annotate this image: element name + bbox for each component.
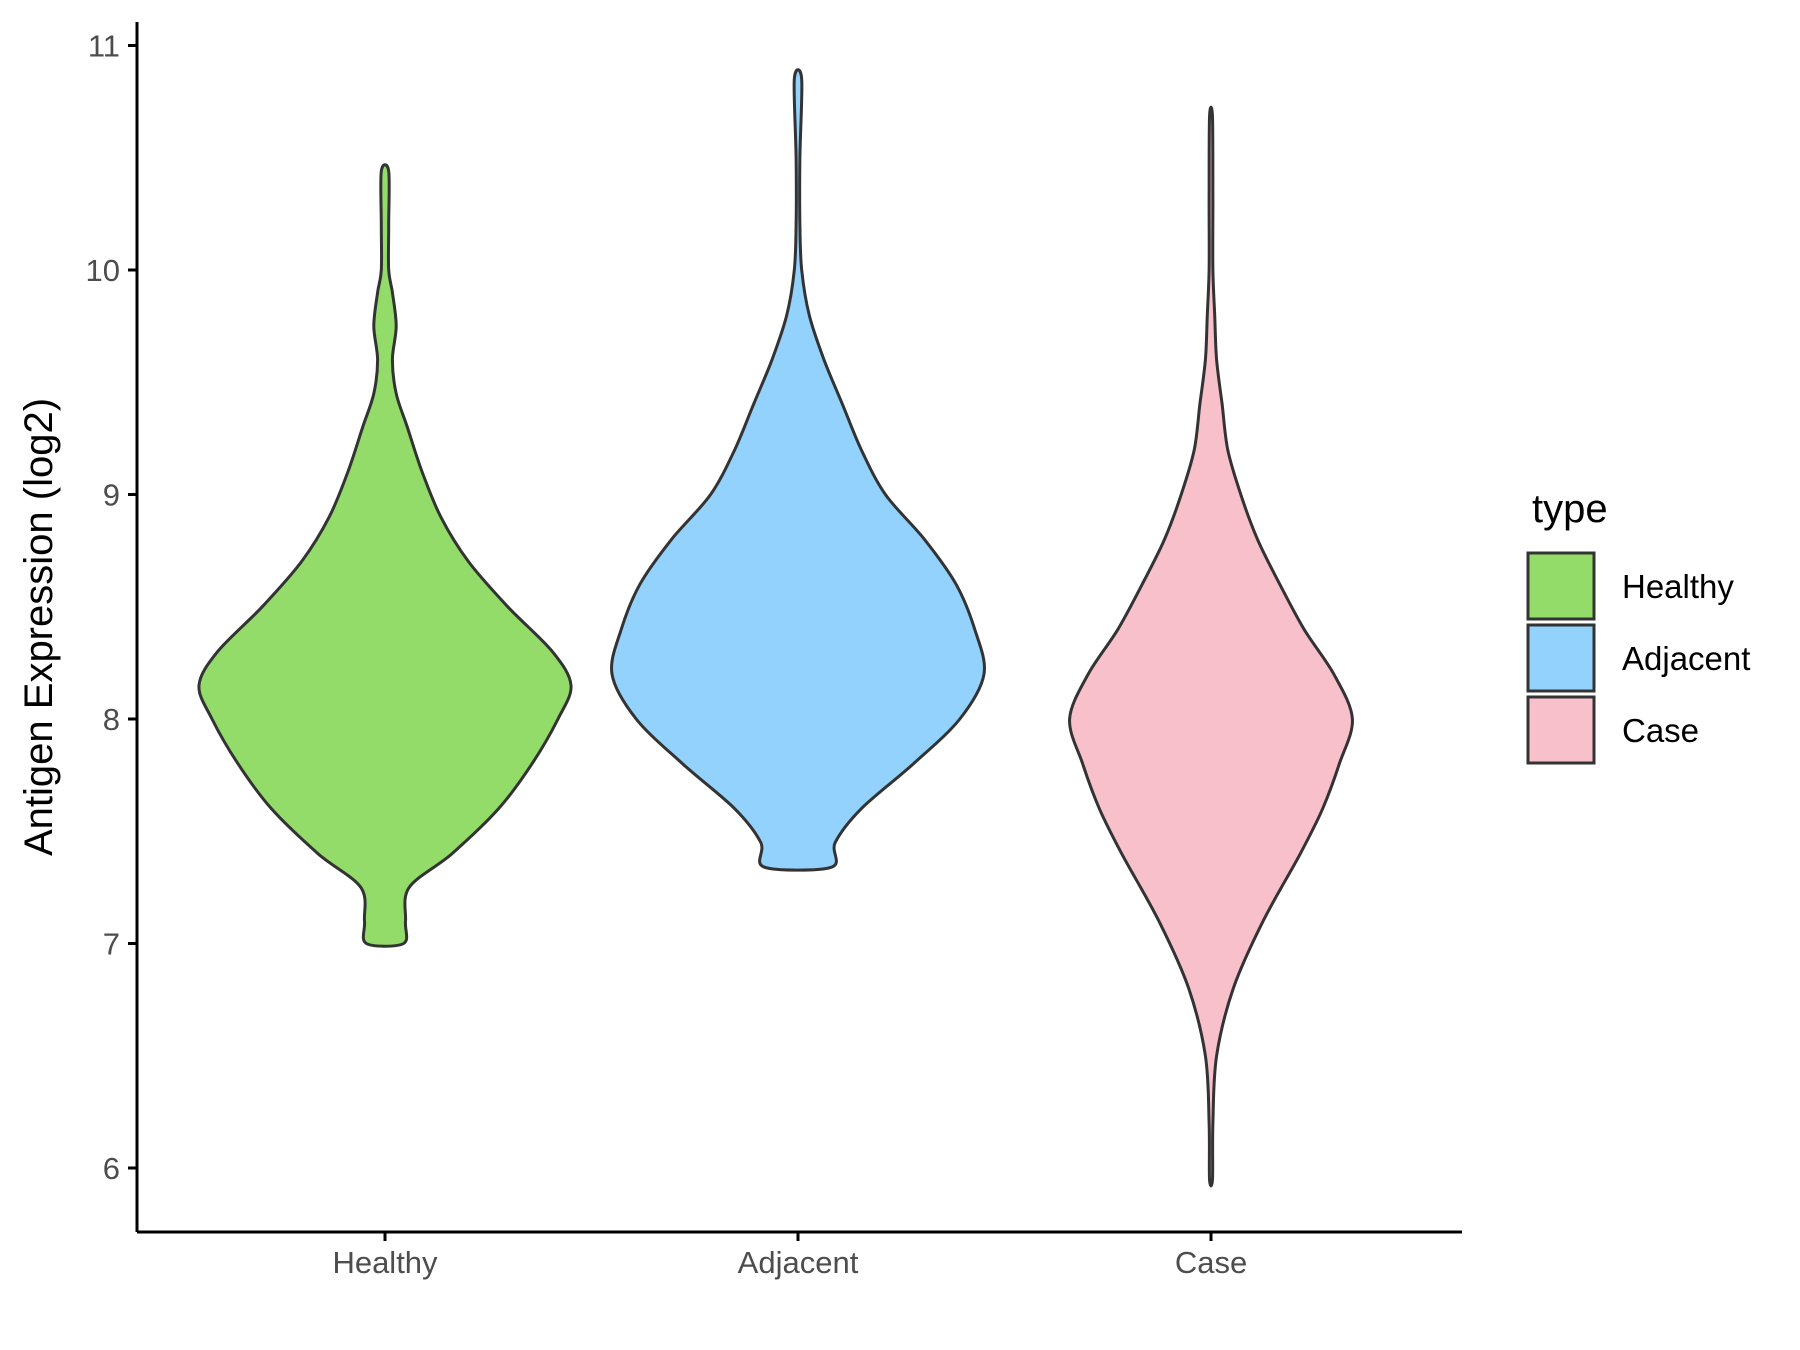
violin-layer: [197, 68, 1354, 1188]
y-tick-label: 8: [103, 702, 120, 737]
legend-label-adjacent: Adjacent: [1622, 640, 1750, 677]
x-tick-label: Adjacent: [738, 1245, 859, 1280]
legend-key-healthy: [1526, 551, 1596, 621]
legend-label-healthy: Healthy: [1622, 568, 1734, 605]
legend-title: type: [1532, 487, 1608, 531]
y-ticks: 6 7 8 9 10 11: [86, 29, 137, 1186]
y-tick-label: 7: [103, 927, 120, 962]
y-axis-title: Antigen Expression (log2): [17, 398, 61, 856]
legend: type Healthy Adjacent Case: [1526, 487, 1750, 765]
legend-label-case: Case: [1622, 712, 1699, 749]
legend-key-adjacent: [1526, 623, 1596, 693]
x-ticks: Healthy Adjacent Case: [332, 1232, 1247, 1280]
x-tick-label: Case: [1175, 1245, 1247, 1280]
violin-healthy: [197, 163, 573, 948]
violin-case: [1068, 105, 1354, 1188]
x-tick-label: Healthy: [332, 1245, 438, 1280]
y-tick-label: 11: [88, 29, 120, 64]
legend-key-case: [1526, 695, 1596, 765]
y-tick-label: 9: [103, 478, 120, 513]
y-tick-label: 10: [86, 253, 120, 288]
violin-adjacent: [610, 68, 986, 872]
y-tick-label: 6: [103, 1151, 120, 1186]
